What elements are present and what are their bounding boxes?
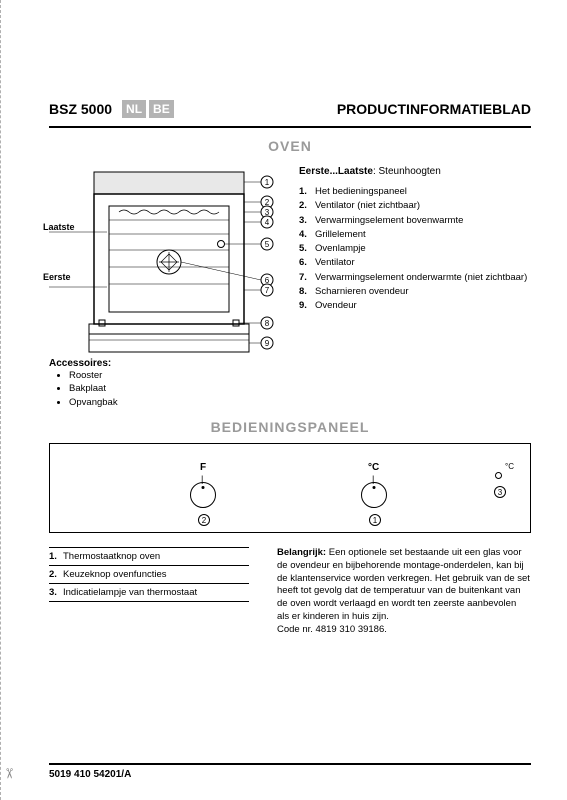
model-number: BSZ 5000	[49, 101, 112, 117]
country-badge-be: BE	[149, 100, 174, 118]
thermostat-indicator	[495, 472, 502, 479]
panel-label-f: F	[200, 462, 206, 473]
footer-code: 5019 410 54201/A	[49, 769, 131, 780]
svg-text:5: 5	[265, 240, 270, 249]
panel-description-row: 1.Thermostaatknop oven 2.Keuzeknop ovenf…	[49, 547, 531, 637]
callout-item: 3.Verwarmingselement bovenwarmte	[299, 214, 531, 228]
header-rule	[49, 126, 531, 128]
oven-section-title: OVEN	[49, 138, 531, 154]
accessory-item: Opvangbak	[69, 396, 279, 409]
panel-section-title: BEDIENINGSPANEEL	[49, 419, 531, 435]
footer: 5019 410 54201/A	[49, 763, 531, 780]
panel-callout-1: 1	[369, 514, 381, 526]
label-eerste: Eerste	[43, 272, 83, 282]
callout-item: 2.Ventilator (niet zichtbaar)	[299, 199, 531, 213]
function-knob	[190, 482, 216, 508]
important-note: Belangrijk: Een optionele set bestaande …	[277, 547, 531, 637]
oven-diagram: 1 2 3 4 5 6 7 8 9	[49, 162, 279, 362]
first-last-label: Eerste...Laatste	[299, 166, 373, 177]
callout-item: 7.Verwarmingselement onderwarmte (niet z…	[299, 271, 531, 285]
panel-callout-2: 2	[198, 514, 210, 526]
panel-list-item: 1.Thermostaatknop oven	[49, 548, 249, 566]
oven-callout-column: Eerste...Laatste: Steunhoogten 1.Het bed…	[299, 162, 531, 409]
accessories-block: Accessoires: Rooster Bakplaat Opvangbak	[49, 358, 279, 409]
label-laatste: Laatste	[43, 222, 83, 232]
oven-section: 1 2 3 4 5 6 7 8 9 Laatste Eerste Accesso…	[49, 162, 531, 409]
svg-text:1: 1	[265, 178, 270, 187]
callout-item: 5.Ovenlampje	[299, 242, 531, 256]
indicator-unit: °C	[505, 462, 514, 471]
svg-text:7: 7	[265, 286, 270, 295]
note-bold: Belangrijk:	[277, 547, 326, 558]
first-last-value: Steunhoogten	[379, 166, 441, 177]
country-badge-nl: NL	[122, 100, 146, 118]
accessory-item: Rooster	[69, 369, 279, 382]
panel-callout-3: 3	[494, 486, 506, 498]
header-row: BSZ 5000 NL BE PRODUCTINFORMATIEBLAD	[49, 100, 531, 118]
callout-item: 9.Ovendeur	[299, 299, 531, 313]
panel-list-item: 3.Indicatielampje van thermostaat	[49, 584, 249, 602]
panel-list: 1.Thermostaatknop oven 2.Keuzeknop ovenf…	[49, 547, 249, 637]
svg-text:9: 9	[265, 339, 270, 348]
panel-label-c: °C	[368, 462, 379, 473]
panel-list-item: 2.Keuzeknop ovenfuncties	[49, 566, 249, 584]
code-number: Code nr. 4819 310 39186.	[277, 624, 387, 635]
first-last-line: Eerste...Laatste: Steunhoogten	[299, 166, 531, 177]
thermostat-knob	[361, 482, 387, 508]
callout-item: 8.Scharnieren ovendeur	[299, 285, 531, 299]
callout-item: 6.Ventilator	[299, 256, 531, 270]
oven-callout-list: 1.Het bedieningspaneel 2.Ventilator (nie…	[299, 185, 531, 313]
accessories-list: Rooster Bakplaat Opvangbak	[69, 369, 279, 409]
callout-item: 4.Grillelement	[299, 228, 531, 242]
svg-text:4: 4	[265, 218, 270, 227]
document-title: PRODUCTINFORMATIEBLAD	[337, 101, 531, 117]
callout-item: 1.Het bedieningspaneel	[299, 185, 531, 199]
oven-diagram-column: 1 2 3 4 5 6 7 8 9 Laatste Eerste Accesso…	[49, 162, 279, 409]
control-panel-diagram: F | °C | °C 2 1 3	[49, 443, 531, 533]
accessory-item: Bakplaat	[69, 382, 279, 395]
note-text: Een optionele set bestaande uit een glas…	[277, 547, 530, 622]
scissors-icon: ✂	[0, 768, 17, 780]
svg-text:8: 8	[265, 319, 270, 328]
